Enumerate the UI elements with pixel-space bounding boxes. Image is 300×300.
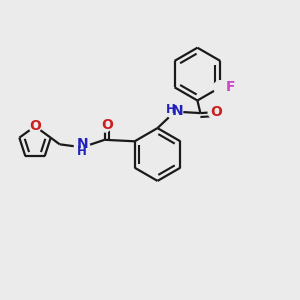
Circle shape — [98, 119, 111, 132]
Circle shape — [214, 81, 227, 94]
Text: F: F — [226, 80, 235, 94]
Text: H: H — [77, 145, 87, 158]
Text: N: N — [172, 104, 183, 118]
Text: O: O — [101, 118, 113, 132]
Circle shape — [208, 106, 221, 119]
Circle shape — [29, 120, 41, 132]
Text: N: N — [76, 137, 88, 151]
Text: O: O — [29, 119, 41, 133]
Text: O: O — [211, 105, 223, 119]
Circle shape — [167, 104, 183, 119]
Circle shape — [74, 140, 90, 155]
Text: H: H — [166, 103, 176, 116]
